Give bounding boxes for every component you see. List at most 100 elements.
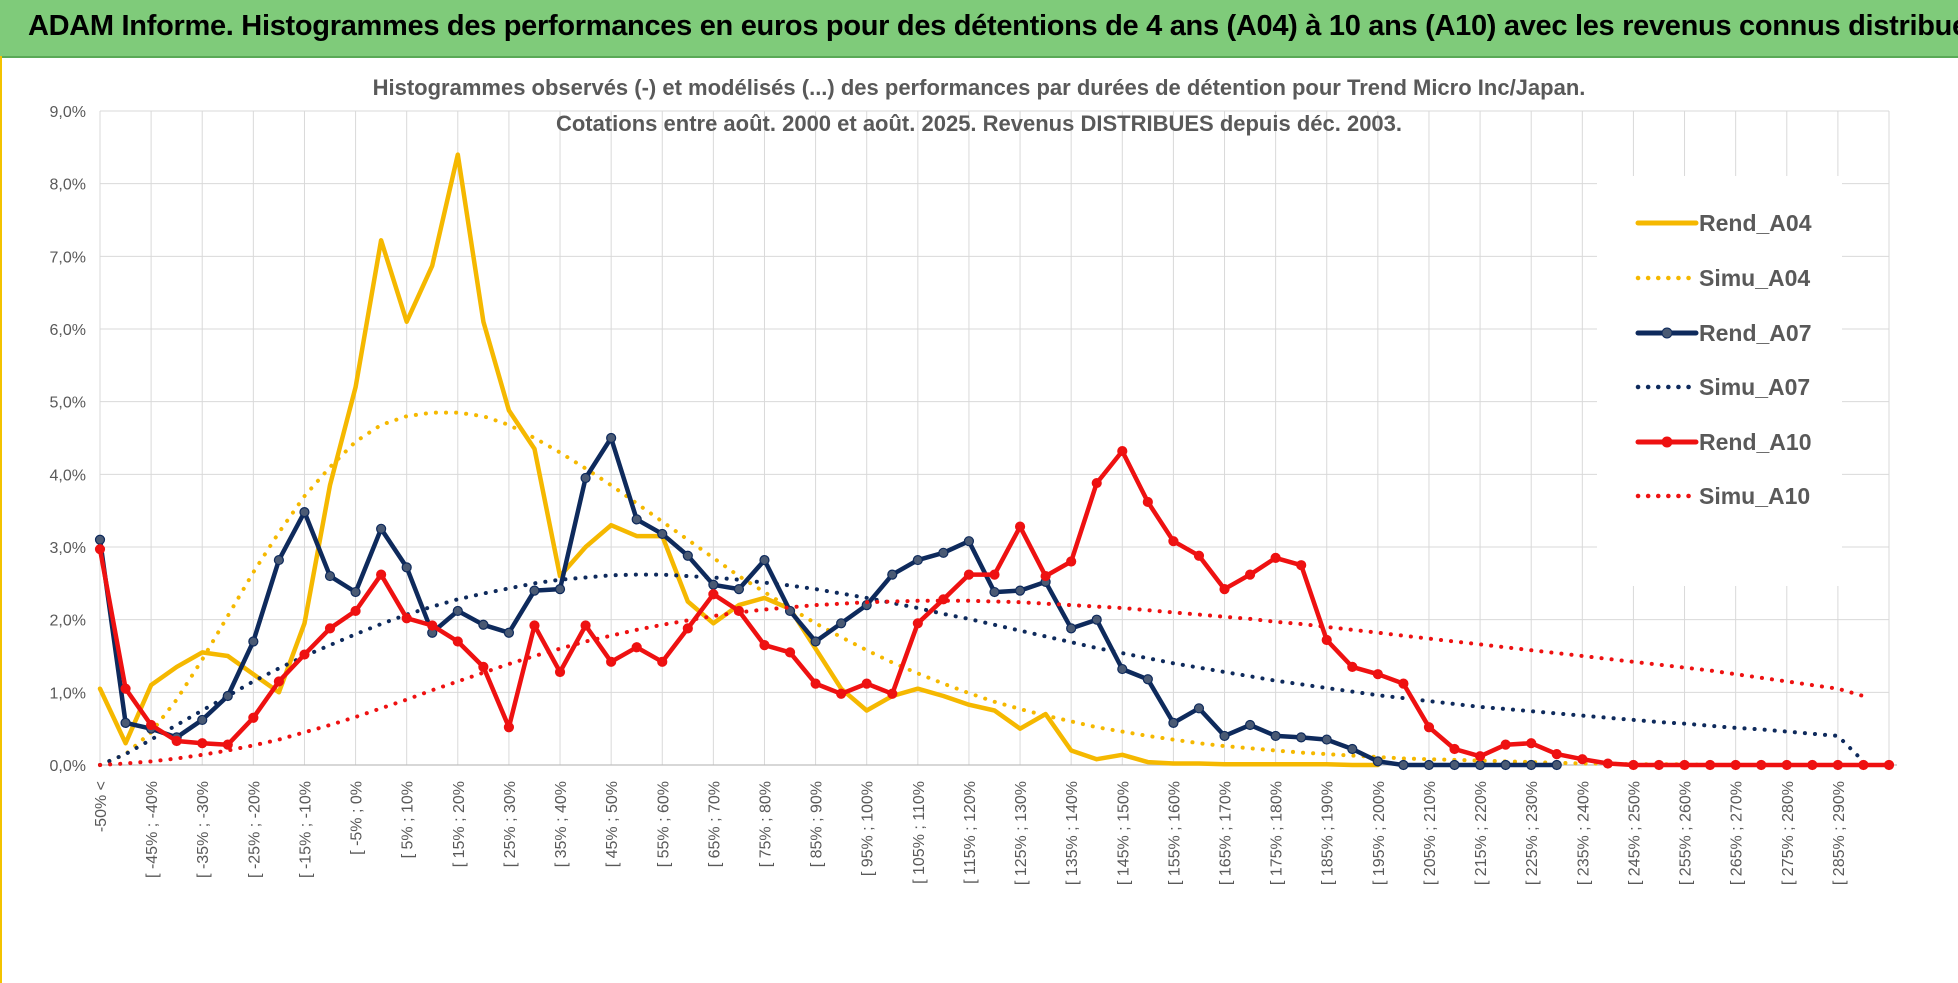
rend-a04-line [97, 152, 1381, 768]
x-tick-label: [ 155% ; 160% [1166, 781, 1183, 885]
legend-label: Rend_A07 [1699, 320, 1811, 346]
y-tick-label: 1,0% [50, 685, 86, 702]
histogram-chart: 0,0% 1,0% 2,0% 3,0% 4,0% 5,0% 6,0% 7,0% 8,0% 9,0%… [50, 75, 1897, 885]
report-title: ADAM Informe. Histogrammes des performan… [28, 10, 1958, 42]
chart-legend: Rend_A04 Simu_A04 Rend_A07 Simu_A07 Rend_A10… [1635, 210, 1812, 509]
x-tick-label: [ 175% ; 180% [1269, 781, 1286, 885]
rend-a07-point [350, 586, 361, 598]
rend-a10-point [708, 589, 719, 600]
rend-a07-point [1168, 717, 1179, 728]
rend-a10-point [1807, 759, 1818, 771]
x-tick-label: [ -45% ; -40% [144, 781, 161, 878]
rend-a10-point [273, 676, 284, 687]
rend-a07-point [1244, 719, 1256, 731]
rend-a10-point [1168, 536, 1179, 547]
rend-a07-point [708, 579, 719, 590]
rend-a10-point [1474, 751, 1486, 762]
rend-a10-point [1653, 759, 1665, 771]
rend-a10-point [94, 544, 106, 555]
chart-series [94, 152, 1895, 771]
rend-a07-point [887, 569, 898, 580]
rend-a07-point [1014, 585, 1026, 596]
rend-a10-point [1628, 759, 1639, 771]
rend-a07-point [1321, 734, 1332, 745]
legend-label: Rend_A10 [1699, 429, 1811, 455]
rend-a07-point [580, 472, 591, 484]
rend-a07-point [1347, 743, 1358, 755]
x-tick-label: -50% < [93, 781, 110, 832]
rend-a10-point [887, 688, 898, 699]
chart-grid [99, 110, 1897, 766]
x-tick-label: [ 105% ; 110% [911, 781, 928, 884]
rend-a10-point [682, 623, 693, 634]
rend-a10-point [478, 661, 489, 673]
rend-a07-point [989, 586, 1000, 598]
rend-a10-point [401, 613, 412, 624]
rend-a07-point [912, 554, 923, 566]
rend-a07-point [94, 534, 106, 545]
rend-a07-point [324, 570, 336, 582]
rend-a07-point [1296, 732, 1307, 743]
x-tick-label: [ 275% ; 280% [1780, 781, 1797, 885]
rend-a07-point [759, 554, 770, 566]
simu-a07-line [98, 572, 1866, 767]
rend-a10-point [733, 605, 745, 617]
rend-a07-line [97, 435, 1560, 768]
rend-a10-point [1577, 754, 1588, 765]
legend-background [1597, 176, 1842, 586]
rend-a10-point [1730, 759, 1741, 771]
rend-a07-point [401, 562, 412, 573]
y-tick-label: 6,0% [50, 322, 86, 339]
x-axis-ticks: -50% < [ -45% ; -40% [ -35% ; -30% [ -25% ;… [93, 781, 1848, 885]
rend-a10-point [1449, 743, 1460, 755]
rend-a10-point [631, 642, 642, 653]
rend-a10-point [1500, 739, 1511, 750]
rend-a07-point [222, 690, 233, 702]
rend-a10-point [146, 719, 157, 731]
x-tick-label: [ -15% ; -10% [297, 781, 314, 878]
rend-a10-point [1756, 759, 1767, 771]
rend-a07-point [1117, 663, 1128, 675]
x-tick-label: [ 285% ; 290% [1831, 781, 1848, 885]
y-tick-label: 0,0% [50, 758, 86, 775]
rend-a07-point [1398, 759, 1409, 771]
rend-a07-point [554, 584, 566, 595]
report-banner: ADAM Informe. Histogrammes des performan… [0, 0, 1958, 58]
rend-a10-point [1244, 569, 1256, 580]
rend-a10-point [1142, 496, 1153, 508]
x-tick-label: [ 45% ; 50% [604, 781, 621, 867]
legend-label: Simu_A04 [1699, 265, 1810, 291]
rend-a07-point [452, 605, 463, 617]
rend-a07-point [1270, 730, 1281, 742]
legend-label: Rend_A04 [1699, 210, 1812, 236]
chart-subtitle: Cotations entre août. 2000 et août. 2025… [556, 111, 1402, 136]
x-tick-label: [ 65% ; 70% [706, 781, 723, 867]
x-tick-label: [ 255% ; 260% [1678, 781, 1695, 885]
x-tick-label: [ 95% ; 100% [860, 781, 877, 876]
rend-a10-point [427, 620, 438, 631]
rend-a10-point [1679, 759, 1690, 771]
rend-a07-point [733, 584, 745, 595]
x-tick-label: [ 5% ; 10% [400, 781, 417, 858]
rend-a10-point [606, 656, 617, 667]
rend-a10-point [120, 683, 131, 694]
rend-a10-point [1219, 584, 1230, 595]
x-tick-label: [ 245% ; 250% [1626, 781, 1643, 885]
x-tick-label: [ 145% ; 150% [1115, 781, 1132, 885]
rend-a10-point [554, 666, 566, 678]
y-tick-label: 7,0% [50, 249, 86, 266]
y-axis-ticks: 0,0% 1,0% 2,0% 3,0% 4,0% 5,0% 6,0% 7,0% 8,0% 9,0% [50, 104, 86, 775]
x-tick-label: [ 75% ; 80% [757, 781, 774, 867]
rend-a10-point [1526, 738, 1537, 749]
rend-a10-point [197, 738, 208, 749]
rend-a10-point [1193, 550, 1205, 561]
chart-title: Histogrammes observés (-) et modélisés (… [373, 75, 1586, 100]
rend-a10-point [1423, 722, 1435, 733]
y-tick-label: 5,0% [50, 395, 86, 412]
y-tick-label: 3,0% [50, 540, 86, 557]
rend-a10-point [222, 739, 233, 750]
rend-a07-point [1526, 759, 1537, 771]
rend-a07-point [478, 619, 489, 630]
rend-a10-point [836, 688, 847, 699]
rend-a10-point [452, 636, 463, 647]
